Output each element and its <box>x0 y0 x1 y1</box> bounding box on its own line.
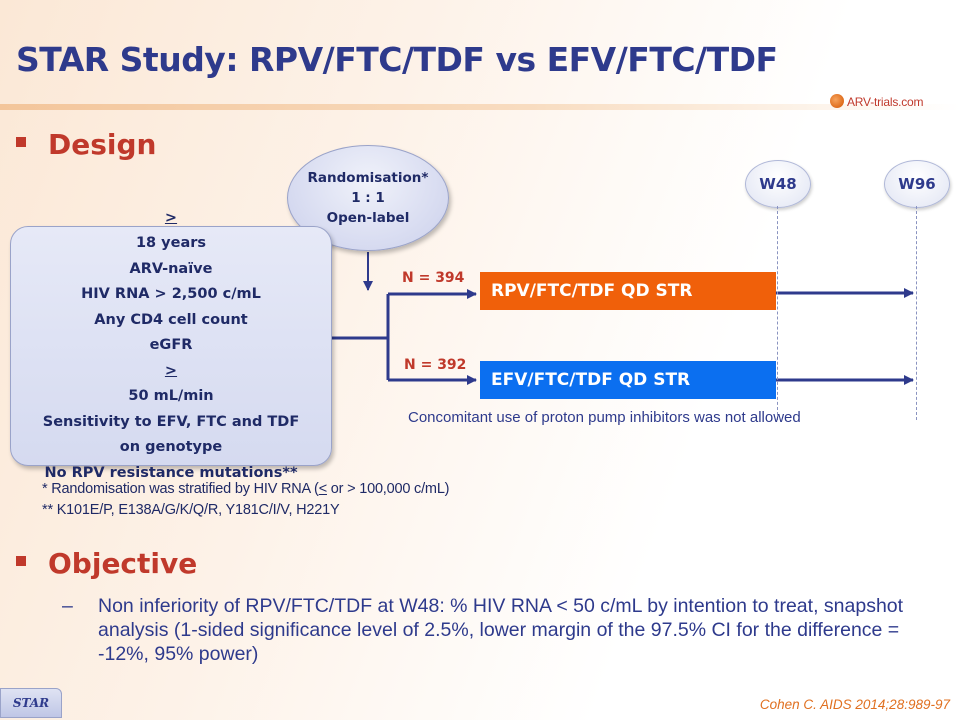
criterion-cd4: Any CD4 cell count <box>94 311 248 328</box>
logo-icon <box>830 94 844 108</box>
arv-trials-logo: ARV-trials.com <box>830 92 952 114</box>
criterion-genotype: on genotype <box>119 439 223 456</box>
star-tab: STAR <box>0 688 62 718</box>
section-objective-label: Objective <box>48 547 198 580</box>
objective-text: Non inferiority of RPV/FTC/TDF at W48: %… <box>98 595 904 665</box>
criterion-arv-naive: ARV-naïve <box>129 260 213 277</box>
rpv-arm-bar: RPV/FTC/TDF QD STR <box>480 272 776 310</box>
square-bullet-icon <box>16 137 26 147</box>
section-objective: Objective <box>16 547 197 580</box>
ppi-note: Concomitant use of proton pump inhibitor… <box>408 409 801 426</box>
objective-item: – Non inferiority of RPV/FTC/TDF at W48:… <box>62 594 942 666</box>
efv-arm-n: N = 392 <box>404 357 467 373</box>
footnote-stratification: * Randomisation was stratified by HIV RN… <box>42 481 450 497</box>
timepoint-w48: W48 <box>745 160 811 208</box>
randomisation-line-1: Randomisation* <box>307 170 429 186</box>
criterion-egfr: eGFR > 50 mL/min <box>128 337 214 405</box>
reference-citation: Cohen C. AIDS 2014;28:989-97 <box>759 697 950 712</box>
square-bullet-icon <box>16 556 26 566</box>
criterion-age: > 18 years <box>135 209 207 252</box>
rpv-arm-n: N = 394 <box>402 270 465 286</box>
dash-bullet: – <box>62 595 73 617</box>
criterion-sensitivity: Sensitivity to EFV, FTC and TDF <box>42 413 300 430</box>
randomisation-ratio: 1 : 1 <box>351 190 385 206</box>
randomisation-ellipse: Randomisation* 1 : 1 Open-label <box>287 145 449 251</box>
page-title: STAR Study: RPV/FTC/TDF vs EFV/FTC/TDF <box>16 40 778 79</box>
footnote-mutations: ** K101E/P, E138A/G/K/Q/R, Y181C/I/V, H2… <box>42 502 340 518</box>
criterion-resistance: No RPV resistance mutations** <box>44 464 298 481</box>
w48-dashed-line <box>777 206 778 420</box>
inclusion-criteria-box: > 18 years ARV-naïve HIV RNA > 2,500 c/m… <box>10 210 332 481</box>
randomisation-open-label: Open-label <box>326 210 410 226</box>
timepoint-w96: W96 <box>884 160 950 208</box>
section-design-label: Design <box>48 128 157 161</box>
w96-dashed-line <box>916 206 917 420</box>
title-divider <box>0 104 960 110</box>
criterion-hiv-rna: HIV RNA > 2,500 c/mL <box>81 286 261 303</box>
efv-arm-bar: EFV/FTC/TDF QD STR <box>480 361 776 399</box>
logo-text: ARV-trials.com <box>847 95 924 109</box>
section-design: Design <box>16 128 156 161</box>
